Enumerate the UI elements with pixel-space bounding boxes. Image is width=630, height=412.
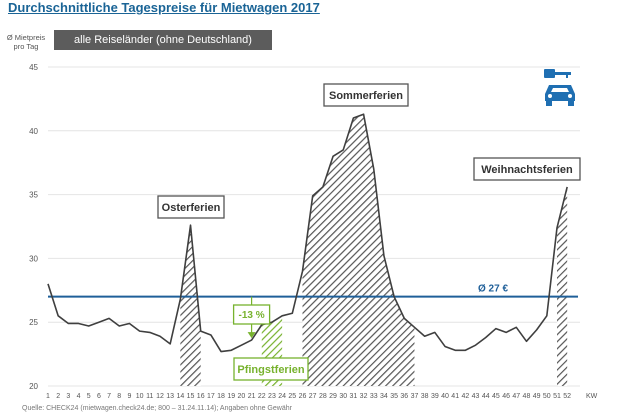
x-tick-label: 40 [441, 393, 449, 400]
x-tick-label: 16 [197, 393, 205, 400]
x-tick-label: 24 [278, 393, 286, 400]
x-tick-label: 52 [563, 393, 571, 400]
period-label: Osterferien [162, 202, 221, 214]
period-label-box [233, 357, 309, 381]
x-tick-label: 11 [146, 393, 153, 400]
x-tick-label: 28 [319, 393, 327, 400]
average-label: Ø 27 € [478, 284, 508, 295]
x-tick-label: 3 [66, 393, 70, 400]
car-key-icon [555, 72, 571, 75]
x-tick-label: 44 [482, 393, 490, 400]
period-label: Sommerferien [329, 90, 403, 102]
x-tick-label: 13 [166, 393, 174, 400]
x-tick-label: 35 [390, 393, 398, 400]
x-tick-label: 6 [97, 393, 101, 400]
x-tick-label: 46 [502, 393, 510, 400]
x-tick-label: 18 [217, 393, 225, 400]
period-label: Pfingstferien [237, 364, 305, 376]
x-tick-label: 37 [411, 393, 419, 400]
x-tick-label: 20 [238, 393, 246, 400]
x-tick-label: 47 [512, 393, 520, 400]
subtitle-box: alle Reiseländer (ohne Deutschland) [54, 30, 272, 50]
x-tick-label: 29 [329, 393, 337, 400]
x-tick-label: 15 [187, 393, 195, 400]
x-tick-label: 2 [56, 393, 60, 400]
car-icon [568, 101, 574, 106]
chart-title: Durchschnittliche Tagespreise für Mietwa… [8, 0, 320, 15]
car-key-icon [544, 69, 555, 78]
x-tick-label: 8 [117, 393, 121, 400]
x-tick-label: 7 [107, 393, 111, 400]
y-tick-label: 45 [29, 63, 38, 72]
period-label: Weihnachtsferien [481, 164, 573, 176]
x-tick-label: 9 [127, 393, 131, 400]
x-tick-label: 41 [451, 393, 459, 400]
x-tick-label: 39 [431, 393, 439, 400]
x-tick-label: 10 [136, 393, 144, 400]
x-tick-label: 30 [339, 393, 347, 400]
x-tick-label: 23 [268, 393, 276, 400]
car-icon [545, 85, 575, 101]
x-tick-label: 34 [380, 393, 388, 400]
x-tick-label: 14 [176, 393, 184, 400]
car-key-icon [566, 75, 568, 78]
x-tick-label: 1 [46, 393, 50, 400]
x-tick-label: 26 [299, 393, 307, 400]
x-tick-label: 48 [523, 393, 531, 400]
x-axis-label: KW [586, 393, 598, 400]
x-tick-label: 42 [461, 393, 469, 400]
annotation-label: -13 % [239, 310, 265, 321]
x-tick-label: 17 [207, 393, 215, 400]
period-label-box [157, 195, 225, 219]
x-tick-label: 32 [360, 393, 368, 400]
x-tick-label: 31 [350, 393, 358, 400]
car-icon [551, 88, 569, 92]
x-tick-label: 5 [87, 393, 91, 400]
x-tick-label: 49 [533, 393, 541, 400]
period-area [557, 186, 568, 386]
period-label-box [323, 83, 409, 107]
period-area [302, 114, 415, 386]
x-tick-label: 27 [309, 393, 317, 400]
x-tick-label: 43 [472, 393, 480, 400]
x-tick-label: 25 [288, 393, 296, 400]
x-tick-label: 21 [248, 393, 256, 400]
x-tick-label: 45 [492, 393, 500, 400]
x-tick-label: 38 [421, 393, 429, 400]
car-icon [548, 94, 552, 98]
y-tick-label: 40 [29, 127, 38, 136]
y-tick-label: 25 [29, 318, 38, 327]
x-tick-label: 12 [156, 393, 164, 400]
source-note: Quelle: CHECK24 (mietwagen.check24.de; 8… [22, 405, 292, 412]
car-icon [568, 94, 572, 98]
x-tick-label: 22 [258, 393, 266, 400]
y-tick-label: 35 [29, 191, 38, 200]
y-tick-label: 30 [29, 254, 38, 263]
x-tick-label: 33 [370, 393, 378, 400]
price-line [47, 113, 568, 353]
y-axis-label: Ø Mietpreis pro Tag [6, 33, 46, 51]
x-tick-label: 50 [543, 393, 551, 400]
x-tick-label: 51 [553, 393, 561, 400]
x-tick-label: 36 [400, 393, 408, 400]
period-label-box [473, 157, 581, 181]
x-tick-label: 4 [77, 393, 81, 400]
annotation-box [232, 304, 271, 325]
x-tick-label: 19 [227, 393, 235, 400]
annotation-arrowhead [247, 332, 256, 339]
car-icon [546, 101, 552, 106]
y-tick-label: 20 [29, 382, 38, 391]
